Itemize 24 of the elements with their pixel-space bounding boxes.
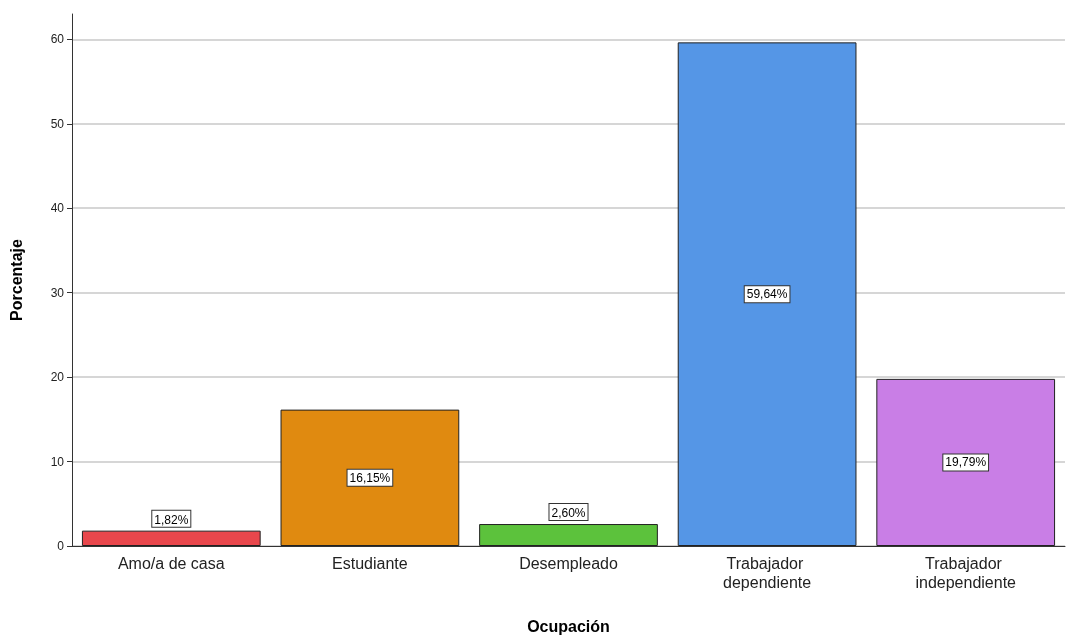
data-label: 2,60% (551, 506, 586, 521)
y-axis-title: Porcentaje (7, 238, 25, 321)
x-tick-label: Trabajador independiente (915, 555, 1017, 591)
x-tick-label: Trabajador dependiente (723, 555, 812, 591)
data-label: 59,64% (746, 287, 788, 302)
y-tick-label: 20 (50, 370, 65, 385)
data-label: 16,15% (349, 470, 391, 485)
y-tick-label: 60 (50, 32, 65, 47)
x-tick-label: Estudiante (332, 555, 408, 572)
y-tick-label: 10 (50, 454, 65, 469)
data-label: 1,82% (154, 512, 189, 527)
bar (677, 42, 857, 546)
x-tick-label: Desempleado (519, 555, 618, 572)
x-tick-label: Amo/a de casa (117, 555, 225, 572)
bar (280, 409, 460, 546)
y-tick-label: 40 (50, 201, 65, 216)
bar (81, 530, 261, 546)
data-label: 19,79% (945, 455, 987, 470)
bar (876, 378, 1056, 546)
y-tick-label: 30 (50, 285, 65, 300)
y-tick-label: 0 (57, 539, 65, 553)
y-tick-label: 50 (50, 116, 65, 131)
bar (479, 524, 658, 546)
x-axis-title: Ocupación (527, 617, 610, 635)
